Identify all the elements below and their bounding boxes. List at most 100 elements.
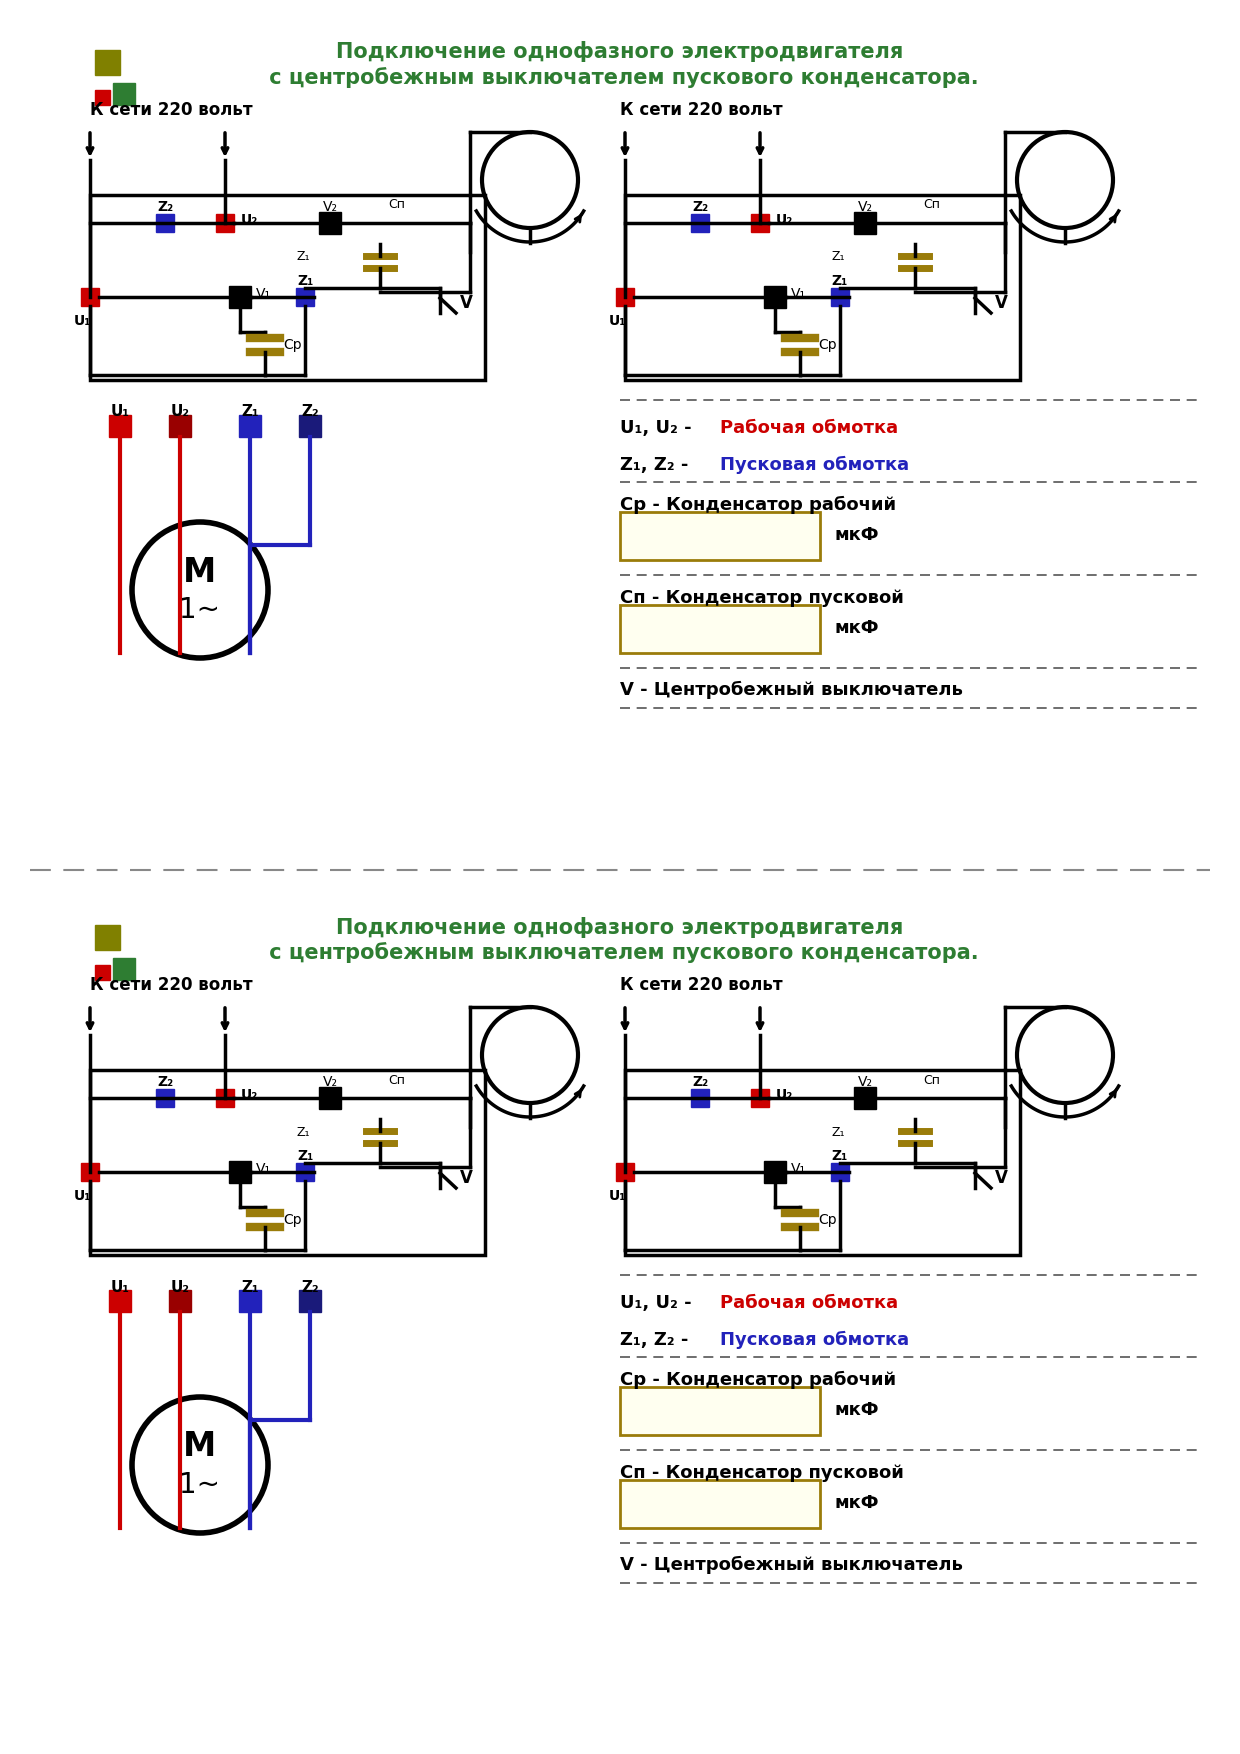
Text: 1~: 1~ xyxy=(180,1472,221,1500)
Text: Пусковая обмотка: Пусковая обмотка xyxy=(720,1331,909,1349)
Text: Cп: Cп xyxy=(923,1073,940,1086)
Text: Рабочая обмотка: Рабочая обмотка xyxy=(720,419,898,437)
Text: К сети 220 вольт: К сети 220 вольт xyxy=(620,975,782,995)
Text: U₁: U₁ xyxy=(110,1279,129,1294)
Text: Cп - Конденсатор пусковой: Cп - Конденсатор пусковой xyxy=(620,1465,904,1482)
Text: Cр - Конденсатор рабочий: Cр - Конденсатор рабочий xyxy=(620,1372,897,1389)
Bar xyxy=(764,1161,786,1182)
Bar xyxy=(216,1089,234,1107)
Text: Z₂: Z₂ xyxy=(157,1075,174,1089)
Bar xyxy=(91,195,485,381)
Text: Z₂: Z₂ xyxy=(301,405,319,419)
Text: U₂: U₂ xyxy=(241,1087,258,1102)
Bar xyxy=(854,212,875,233)
Text: Z₁: Z₁ xyxy=(831,1126,844,1138)
Bar xyxy=(831,288,849,305)
Text: Cр: Cр xyxy=(818,339,837,353)
Text: мкФ: мкФ xyxy=(835,1494,879,1512)
Text: с центробежным выключателем пускового конденсатора.: с центробежным выключателем пускового ко… xyxy=(262,67,978,88)
Text: Z₁: Z₁ xyxy=(242,1279,259,1294)
Text: Z₁, Z₂ -: Z₁, Z₂ - xyxy=(620,1331,694,1349)
Text: U₁, U₂ -: U₁, U₂ - xyxy=(620,1294,698,1312)
Text: К сети 220 вольт: К сети 220 вольт xyxy=(91,975,253,995)
Text: V₁: V₁ xyxy=(255,1161,272,1175)
Bar xyxy=(764,286,786,309)
Text: К сети 220 вольт: К сети 220 вольт xyxy=(620,102,782,119)
Text: M: M xyxy=(184,1431,217,1463)
Bar xyxy=(239,416,260,437)
Bar xyxy=(625,1070,1021,1256)
Bar xyxy=(81,288,99,305)
Text: U₁: U₁ xyxy=(609,1189,626,1203)
Bar xyxy=(95,965,110,980)
Bar xyxy=(156,214,174,232)
Text: Z₁: Z₁ xyxy=(242,405,259,419)
Bar xyxy=(156,1089,174,1107)
Text: Z₁: Z₁ xyxy=(832,1149,848,1163)
Bar xyxy=(91,1070,485,1256)
Text: Z₂: Z₂ xyxy=(692,200,708,214)
Bar xyxy=(691,214,709,232)
Text: Z₁: Z₁ xyxy=(296,251,310,263)
Text: V - Центробежный выключатель: V - Центробежный выключатель xyxy=(620,1556,963,1573)
Text: V₂: V₂ xyxy=(322,200,337,214)
Bar xyxy=(229,286,250,309)
Text: V₁: V₁ xyxy=(791,288,806,302)
Text: мкФ: мкФ xyxy=(835,526,879,544)
Text: Пусковая обмотка: Пусковая обмотка xyxy=(720,456,909,474)
Text: U₁: U₁ xyxy=(609,314,626,328)
Text: V: V xyxy=(460,295,472,312)
Text: Cр: Cр xyxy=(818,1214,837,1228)
Bar xyxy=(620,1387,820,1435)
Text: U₁: U₁ xyxy=(73,1189,91,1203)
Bar xyxy=(299,1289,321,1312)
Text: Z₁: Z₁ xyxy=(296,274,314,288)
Bar xyxy=(691,1089,709,1107)
Bar xyxy=(95,924,120,951)
Text: U₂: U₂ xyxy=(171,1279,190,1294)
Text: Z₁, Z₂ -: Z₁, Z₂ - xyxy=(620,456,694,474)
Bar xyxy=(95,51,120,75)
Bar xyxy=(113,958,135,980)
Text: U₂: U₂ xyxy=(776,212,794,226)
Text: мкФ: мкФ xyxy=(835,1401,879,1419)
Text: Z₁: Z₁ xyxy=(296,1149,314,1163)
Text: Cр: Cр xyxy=(283,339,301,353)
Text: U₁: U₁ xyxy=(73,314,91,328)
Bar xyxy=(169,416,191,437)
Text: U₂: U₂ xyxy=(776,1087,794,1102)
Text: V - Центробежный выключатель: V - Центробежный выключатель xyxy=(620,681,963,700)
Text: U₂: U₂ xyxy=(171,405,190,419)
Text: Z₁: Z₁ xyxy=(296,1126,310,1138)
Bar xyxy=(109,1289,131,1312)
Bar xyxy=(169,1289,191,1312)
Text: Cр: Cр xyxy=(283,1214,301,1228)
Text: V₁: V₁ xyxy=(791,1161,806,1175)
Text: К сети 220 вольт: К сети 220 вольт xyxy=(91,102,253,119)
Bar xyxy=(113,82,135,105)
Text: Z₁: Z₁ xyxy=(831,251,844,263)
Bar xyxy=(296,1163,314,1180)
Text: Подключение однофазного электродвигателя: Подключение однофазного электродвигателя xyxy=(336,42,904,63)
Bar xyxy=(299,416,321,437)
Text: U₁, U₂ -: U₁, U₂ - xyxy=(620,419,698,437)
Text: V: V xyxy=(994,1168,1008,1187)
Text: V₂: V₂ xyxy=(858,1075,873,1089)
Text: Z₂: Z₂ xyxy=(157,200,174,214)
Bar xyxy=(751,1089,769,1107)
Text: мкФ: мкФ xyxy=(835,619,879,637)
Bar xyxy=(616,288,634,305)
Bar xyxy=(620,605,820,652)
Bar xyxy=(216,214,234,232)
Text: Z₂: Z₂ xyxy=(301,1279,319,1294)
Text: Cп: Cп xyxy=(923,198,940,212)
Bar xyxy=(625,195,1021,381)
Text: U₂: U₂ xyxy=(241,212,258,226)
Bar xyxy=(751,214,769,232)
Text: V₂: V₂ xyxy=(322,1075,337,1089)
Bar xyxy=(319,212,341,233)
Text: Cп: Cп xyxy=(388,198,405,212)
Bar xyxy=(831,1163,849,1180)
Bar xyxy=(81,1163,99,1180)
Text: Z₂: Z₂ xyxy=(692,1075,708,1089)
